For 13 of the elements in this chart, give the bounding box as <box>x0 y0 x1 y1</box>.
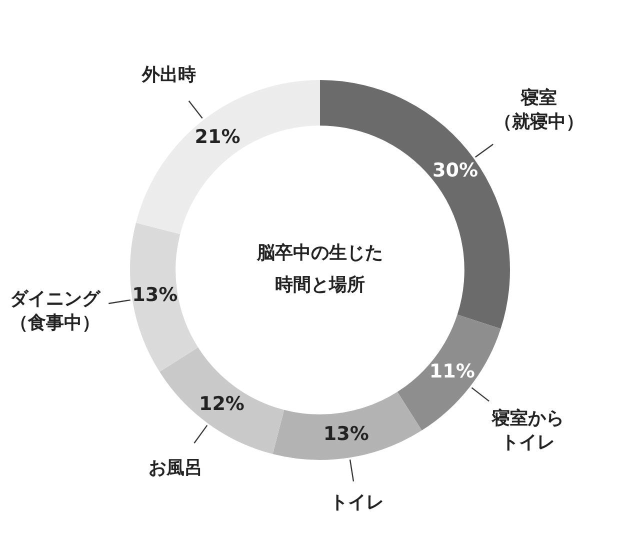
data-label: 13% <box>323 423 369 446</box>
text: 脳卒中の生じた時間と場所 <box>256 242 383 296</box>
slice-label: 寝室からトイレ <box>490 408 564 453</box>
data-label: 30% <box>432 160 478 182</box>
slice-label: 寝室（就寝中） <box>494 88 584 133</box>
data-label: 11% <box>429 360 475 382</box>
data-label: 13% <box>132 284 178 306</box>
slice-label: ダイニング（食事中） <box>10 288 102 334</box>
slice-label: お風呂 <box>148 457 203 478</box>
data-label: 12% <box>198 393 244 416</box>
data-label: 21% <box>194 126 240 148</box>
slice-label: トイレ <box>330 492 384 513</box>
slice-label: 外出時 <box>141 64 196 86</box>
